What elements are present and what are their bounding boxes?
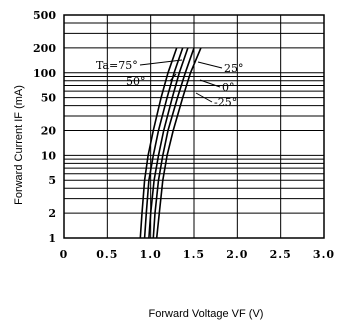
x-tick-label: 2.0 (226, 248, 248, 261)
x-axis-label: Forward Voltage VF (V) (149, 308, 264, 320)
y-tick-label: 20 (41, 125, 57, 138)
series-annotation: Ta=75° (96, 59, 138, 72)
y-tick-label: 2 (48, 207, 56, 220)
x-tick-labels: 0 0.5 1.0 1.5 2.0 2.5 3.0 (60, 248, 335, 261)
plot-frame (63, 14, 325, 239)
y-tick-labels: 1 2 5 10 20 50 100 200 500 (33, 9, 56, 245)
series-annotation: -25° (214, 96, 237, 109)
series-annotation: 25° (224, 62, 244, 75)
y-axis-label: Forward Current IF (mA) (13, 85, 25, 205)
series-line (152, 47, 195, 239)
y-tick-label: 500 (33, 9, 56, 22)
annotation-leader (197, 61, 223, 69)
x-tick-label: 2.5 (270, 248, 292, 261)
series-annotations: Ta=75° 50° 25° 0° -25° (96, 59, 244, 109)
series-annotation: 0° (222, 81, 235, 94)
y-tick-label: 100 (33, 67, 56, 80)
series-annotation: 50° (126, 75, 146, 88)
x-tick-label: 3.0 (313, 248, 335, 261)
x-tick-label: 1.0 (140, 248, 162, 261)
y-tick-label: 1 (48, 232, 56, 245)
series-line (139, 47, 178, 239)
x-tick-label: 1.5 (183, 248, 205, 261)
annotation-leader (139, 59, 183, 66)
x-tick-label: 0 (60, 248, 69, 261)
x-tick-label: 0.5 (96, 248, 118, 261)
series-line (148, 47, 189, 239)
y-tick-label: 10 (41, 149, 57, 162)
annotation-leader (195, 92, 213, 103)
y-tick-label: 200 (33, 42, 56, 55)
series-curves (139, 47, 202, 239)
y-tick-label: 50 (41, 92, 57, 105)
series-line (155, 47, 202, 239)
annotation-leader (169, 73, 177, 82)
y-tick-label: 5 (48, 174, 56, 187)
annotation-leader (199, 79, 221, 88)
